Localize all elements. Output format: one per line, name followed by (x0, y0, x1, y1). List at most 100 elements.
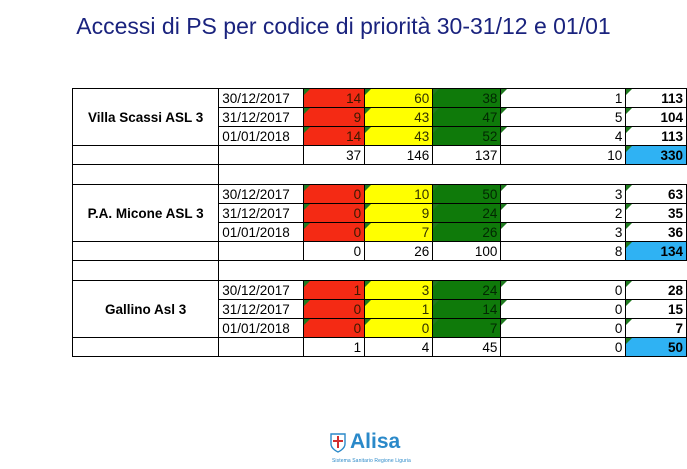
row-total-cell: 63 (625, 184, 687, 204)
logo-wordmark: Alisa (350, 430, 401, 453)
date-cell: 01/01/2018 (218, 126, 305, 146)
green-code-cell: 7 (432, 318, 502, 338)
hospital-name: P.A. Micone ASL 3 (71, 184, 220, 242)
green-code-cell: 47 (432, 107, 502, 127)
empty-cell (71, 164, 220, 185)
white-code-cell: 1 (500, 88, 627, 108)
priority-table: Villa Scassi ASL 3 30/12/2017 14 60 38 1… (71, 88, 687, 357)
red-code-cell: 14 (303, 88, 366, 108)
row-total-cell: 113 (625, 126, 687, 146)
table-row: 31/12/2017 0 9 24 2 35 (73, 203, 687, 223)
white-code-cell: 3 (500, 222, 627, 242)
empty-cell (218, 164, 687, 185)
green-code-cell: 24 (432, 203, 502, 223)
yellow-code-cell: 1 (364, 299, 434, 319)
empty-cell (218, 260, 687, 281)
yellow-code-cell: 3 (364, 280, 434, 300)
green-code-cell: 24 (432, 280, 502, 300)
green-total-cell: 100 (432, 241, 502, 261)
separator-row (71, 164, 687, 185)
green-total-cell: 137 (432, 145, 502, 165)
empty-cell (71, 260, 220, 281)
white-code-cell: 5 (500, 107, 627, 127)
date-cell: 30/12/2017 (218, 88, 305, 108)
yellow-total-cell: 4 (364, 337, 434, 357)
table-row: P.A. Micone ASL 3 30/12/2017 0 10 50 3 6… (71, 184, 687, 242)
white-code-cell: 0 (500, 299, 627, 319)
row-total-cell: 35 (625, 203, 687, 223)
row-total-cell: 28 (625, 280, 687, 300)
empty-cell (218, 145, 305, 165)
date-cell: 31/12/2017 (218, 203, 305, 223)
row-total-cell: 104 (625, 107, 687, 127)
white-code-cell: 2 (500, 203, 627, 223)
table-row: 01/01/2018 14 43 52 4 113 (73, 126, 687, 146)
grand-total-cell: 134 (625, 241, 687, 261)
totals-row: 1 4 45 0 50 (71, 337, 687, 357)
yellow-code-cell: 7 (364, 222, 434, 242)
red-code-cell: 0 (303, 299, 366, 319)
red-code-cell: 1 (303, 280, 366, 300)
yellow-code-cell: 9 (364, 203, 434, 223)
yellow-code-cell: 60 (364, 88, 434, 108)
red-total-cell: 0 (303, 241, 366, 261)
white-total-cell: 8 (500, 241, 627, 261)
empty-cell (218, 337, 305, 357)
red-total-cell: 1 (303, 337, 366, 357)
date-cell: 01/01/2018 (218, 222, 305, 242)
white-total-cell: 0 (500, 337, 627, 357)
row-total-cell: 7 (625, 318, 687, 338)
page-title: Accessi di PS per codice di priorità 30-… (76, 13, 611, 39)
red-code-cell: 0 (303, 222, 366, 242)
green-code-cell: 50 (432, 184, 502, 204)
row-total-cell: 36 (625, 222, 687, 242)
date-cell: 30/12/2017 (218, 184, 305, 204)
table-row: Gallino Asl 3 30/12/2017 1 3 24 0 28 (71, 280, 687, 338)
empty-cell (71, 241, 220, 261)
red-code-cell: 0 (303, 318, 366, 338)
yellow-code-cell: 10 (364, 184, 434, 204)
totals-row: 37 146 137 10 330 (71, 145, 687, 165)
yellow-code-cell: 0 (364, 318, 434, 338)
alisa-logo: Alisa Sistema Sanitario Regione Liguria (330, 430, 430, 467)
grand-total-cell: 50 (625, 337, 687, 357)
green-code-cell: 14 (432, 299, 502, 319)
yellow-code-cell: 43 (364, 126, 434, 146)
hospital-name: Gallino Asl 3 (71, 280, 220, 338)
red-code-cell: 9 (303, 107, 366, 127)
logo-subtitle: Sistema Sanitario Regione Liguria (332, 458, 411, 464)
white-code-cell: 0 (500, 318, 627, 338)
white-code-cell: 0 (500, 280, 627, 300)
date-cell: 31/12/2017 (218, 299, 305, 319)
date-cell: 01/01/2018 (218, 318, 305, 338)
white-code-cell: 3 (500, 184, 627, 204)
yellow-code-cell: 43 (364, 107, 434, 127)
table-row: 31/12/2017 0 1 14 0 15 (73, 299, 687, 319)
red-total-cell: 37 (303, 145, 366, 165)
yellow-total-cell: 146 (364, 145, 434, 165)
red-code-cell: 0 (303, 203, 366, 223)
red-code-cell: 0 (303, 184, 366, 204)
date-cell: 30/12/2017 (218, 280, 305, 300)
separator-row (71, 260, 687, 281)
liguria-crest-icon (330, 433, 346, 453)
empty-cell (218, 241, 305, 261)
table-row: Villa Scassi ASL 3 30/12/2017 14 60 38 1… (71, 88, 687, 146)
red-code-cell: 14 (303, 126, 366, 146)
table-row: 01/01/2018 0 0 7 0 7 (73, 318, 687, 338)
white-code-cell: 4 (500, 126, 627, 146)
empty-cell (71, 145, 220, 165)
white-total-cell: 10 (500, 145, 627, 165)
row-total-cell: 15 (625, 299, 687, 319)
row-total-cell: 113 (625, 88, 687, 108)
green-code-cell: 52 (432, 126, 502, 146)
green-code-cell: 26 (432, 222, 502, 242)
green-total-cell: 45 (432, 337, 502, 357)
grand-total-cell: 330 (625, 145, 687, 165)
totals-row: 0 26 100 8 134 (71, 241, 687, 261)
empty-cell (71, 337, 220, 357)
green-code-cell: 38 (432, 88, 502, 108)
hospital-name: Villa Scassi ASL 3 (71, 88, 220, 146)
date-cell: 31/12/2017 (218, 107, 305, 127)
yellow-total-cell: 26 (364, 241, 434, 261)
